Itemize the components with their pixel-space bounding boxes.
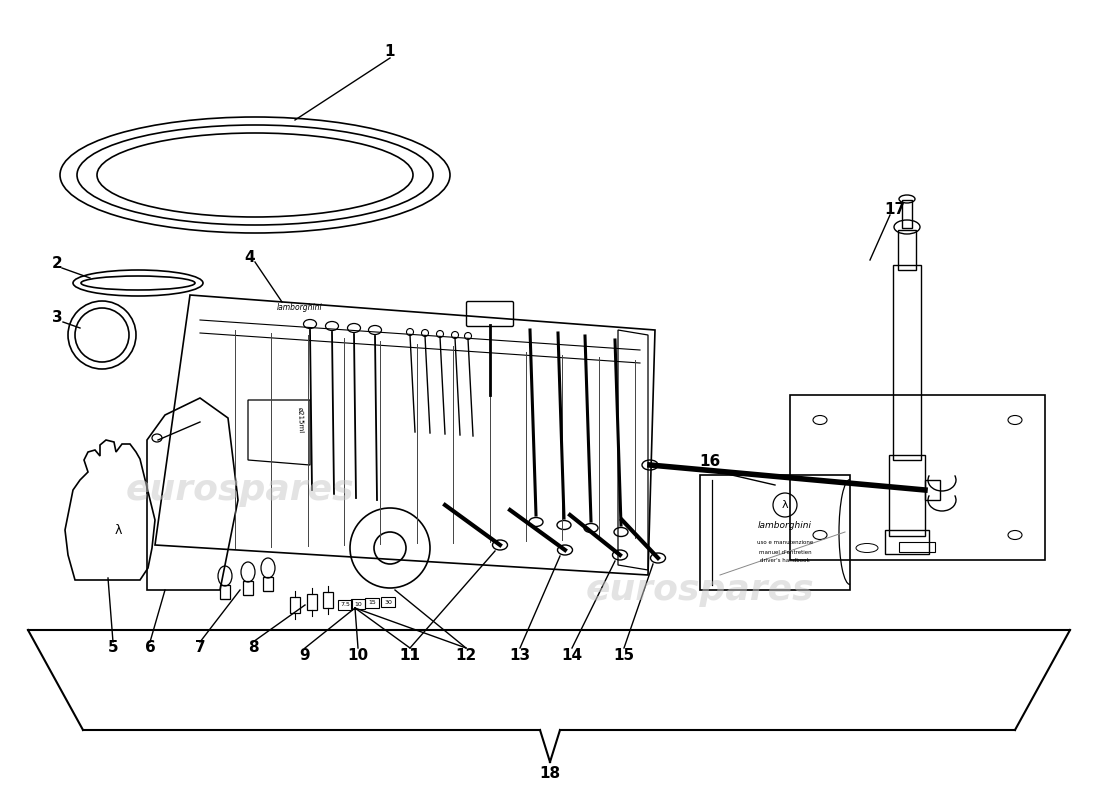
Text: manuel d'entretien: manuel d'entretien — [759, 550, 812, 554]
Bar — [902, 200, 912, 228]
Bar — [381, 597, 395, 607]
Bar — [338, 600, 352, 610]
Text: uso e manutenzione: uso e manutenzione — [757, 541, 813, 546]
Text: 7.5: 7.5 — [340, 602, 350, 607]
Text: 4: 4 — [244, 250, 255, 265]
Bar — [290, 597, 300, 613]
Text: 12: 12 — [455, 647, 476, 662]
Text: 10: 10 — [354, 602, 362, 606]
Bar — [898, 230, 916, 270]
Text: λ: λ — [782, 500, 789, 510]
Text: 3: 3 — [52, 310, 63, 325]
Bar — [323, 592, 333, 608]
Text: 11: 11 — [399, 647, 420, 662]
Bar — [925, 480, 940, 500]
Bar — [889, 455, 925, 536]
Text: eurospares: eurospares — [125, 473, 354, 507]
Text: 5: 5 — [108, 641, 119, 655]
Bar — [790, 395, 1045, 560]
Text: lamborghini: lamborghini — [277, 303, 322, 313]
Text: 7: 7 — [195, 641, 206, 655]
Text: 15: 15 — [614, 647, 635, 662]
Text: 8: 8 — [248, 641, 258, 655]
Bar — [220, 585, 230, 599]
Bar — [886, 530, 929, 554]
Text: 1: 1 — [385, 45, 395, 59]
Text: lamborghini: lamborghini — [758, 521, 812, 530]
Text: 11: 11 — [399, 647, 420, 662]
Bar — [243, 581, 253, 595]
Bar — [263, 577, 273, 591]
Text: 6: 6 — [144, 641, 155, 655]
Text: 14: 14 — [561, 647, 583, 662]
Text: 9: 9 — [299, 647, 310, 662]
Text: driver's handbook: driver's handbook — [760, 558, 810, 563]
Text: λ: λ — [114, 523, 122, 537]
Bar — [351, 599, 365, 609]
Text: 30: 30 — [384, 599, 392, 605]
Bar — [307, 594, 317, 610]
Bar — [365, 598, 380, 608]
Text: eurospares: eurospares — [585, 573, 814, 607]
Text: 13: 13 — [509, 647, 530, 662]
Text: ø215ml: ø215ml — [297, 406, 304, 434]
Text: 17: 17 — [884, 202, 905, 218]
Text: 2: 2 — [52, 255, 63, 270]
Bar — [893, 265, 921, 460]
Text: 15: 15 — [368, 601, 376, 606]
Bar — [700, 475, 850, 590]
Bar — [899, 542, 935, 552]
Text: 16: 16 — [700, 454, 720, 470]
Text: 18: 18 — [539, 766, 561, 782]
Text: 10: 10 — [348, 647, 369, 662]
